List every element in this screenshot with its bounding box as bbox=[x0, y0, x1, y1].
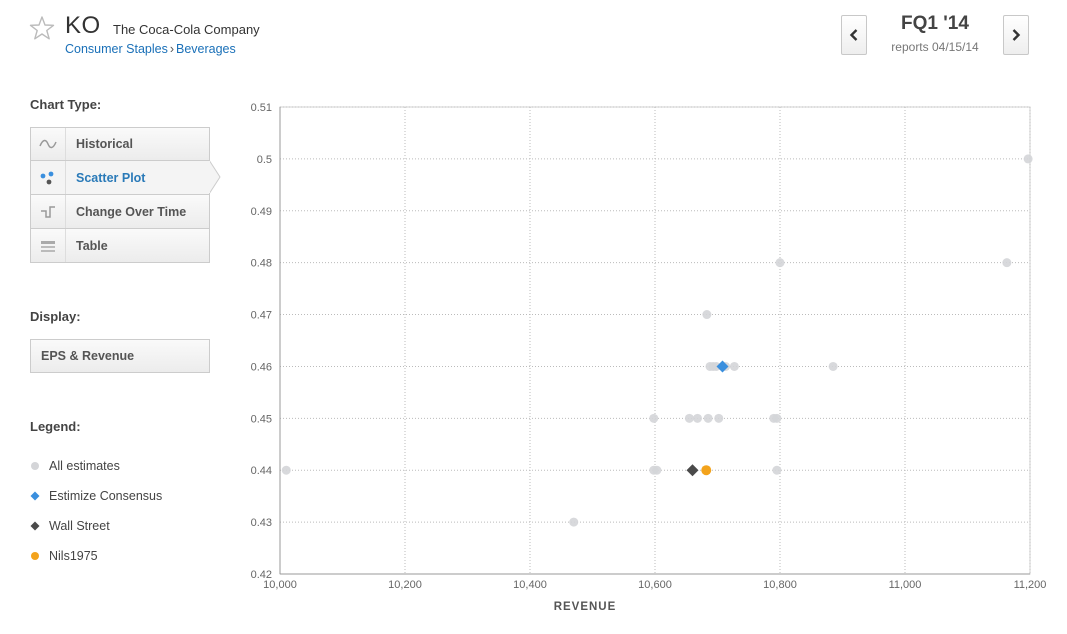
legend-label: Nils1975 bbox=[49, 549, 98, 563]
display-select[interactable]: EPS & Revenue bbox=[30, 339, 210, 373]
circle-icon bbox=[31, 552, 39, 560]
table-icon bbox=[41, 240, 55, 252]
legend-item-all-estimates: All estimates bbox=[30, 459, 120, 473]
wave-icon bbox=[39, 139, 57, 149]
data-point bbox=[702, 310, 712, 320]
diamond-icon bbox=[30, 521, 40, 531]
y-tick-label: 0.5 bbox=[257, 154, 272, 166]
chart-type-label: Change Over Time bbox=[76, 204, 187, 219]
previous-quarter-button[interactable] bbox=[841, 15, 867, 55]
chevron-left-icon bbox=[849, 29, 858, 41]
legend-label: All estimates bbox=[49, 459, 120, 473]
data-point bbox=[729, 361, 739, 371]
circle-icon bbox=[31, 462, 39, 470]
chart-type-historical[interactable]: Historical bbox=[30, 127, 210, 161]
chart-type-heading: Chart Type: bbox=[30, 97, 102, 112]
chart-type-label: Historical bbox=[76, 137, 133, 151]
chart-type-label: Scatter Plot bbox=[76, 170, 146, 185]
data-point bbox=[716, 360, 729, 373]
y-tick-label: 0.51 bbox=[251, 102, 272, 114]
data-point bbox=[769, 413, 779, 423]
data-point bbox=[705, 361, 715, 371]
y-tick-label: 0.42 bbox=[251, 569, 272, 581]
data-point bbox=[775, 258, 785, 268]
data-point bbox=[569, 517, 579, 527]
data-point bbox=[686, 464, 699, 477]
data-point bbox=[1023, 154, 1033, 164]
display-heading: Display: bbox=[30, 309, 81, 324]
y-tick-label: 0.43 bbox=[251, 517, 272, 529]
data-point bbox=[714, 413, 724, 423]
y-tick-label: 0.46 bbox=[251, 361, 272, 373]
x-tick-label: 10,200 bbox=[388, 579, 422, 591]
data-point bbox=[703, 413, 713, 423]
breadcrumb: Consumer Staples › Beverages bbox=[65, 42, 236, 56]
y-tick-label: 0.48 bbox=[251, 258, 272, 270]
chart-type-table[interactable]: Table bbox=[30, 229, 210, 263]
data-point bbox=[1002, 258, 1012, 268]
data-point bbox=[649, 465, 659, 475]
chart-type-change-over-time[interactable]: Change Over Time bbox=[30, 195, 210, 229]
data-point bbox=[828, 361, 838, 371]
chart-type-selector: Historical Scatter Plot Change Over Time… bbox=[30, 127, 221, 263]
data-point bbox=[711, 361, 721, 371]
data-point bbox=[281, 465, 291, 475]
next-quarter-button[interactable] bbox=[1003, 15, 1029, 55]
diamond-icon bbox=[30, 491, 40, 501]
x-tick-label: 10,400 bbox=[513, 579, 547, 591]
plot-area bbox=[279, 106, 1031, 575]
data-point bbox=[721, 361, 731, 371]
y-tick-label: 0.44 bbox=[251, 465, 272, 477]
data-point bbox=[684, 413, 694, 423]
chevron-right-icon bbox=[1012, 29, 1021, 41]
breadcrumb-separator: › bbox=[169, 42, 174, 56]
scatter-icon bbox=[40, 171, 54, 184]
data-point bbox=[649, 413, 659, 423]
x-tick-label: 10,000 bbox=[263, 579, 297, 591]
quarter-title: FQ1 '14 bbox=[901, 13, 969, 34]
legend-label: Estimize Consensus bbox=[49, 489, 163, 503]
x-tick-label: 11,200 bbox=[1014, 579, 1047, 591]
active-pointer bbox=[209, 160, 221, 194]
x-tick-label: 10,600 bbox=[638, 579, 672, 591]
ticker-symbol: KO bbox=[65, 12, 101, 39]
chart-type-label: Table bbox=[76, 238, 108, 253]
chart-type-scatter-plot[interactable]: Scatter Plot bbox=[30, 160, 221, 195]
y-tick-label: 0.47 bbox=[251, 310, 272, 322]
x-tick-label: 10,800 bbox=[763, 579, 797, 591]
x-tick-label: 11,000 bbox=[889, 579, 922, 591]
step-icon bbox=[41, 205, 55, 218]
company-name: The Coca-Cola Company bbox=[113, 22, 260, 37]
y-tick-label: 0.45 bbox=[251, 413, 272, 425]
data-point bbox=[772, 465, 782, 475]
legend-item-wall-street: Wall Street bbox=[30, 519, 110, 533]
data-point bbox=[708, 361, 718, 371]
breadcrumb-sector-link[interactable]: Consumer Staples bbox=[65, 42, 168, 56]
data-point bbox=[652, 465, 662, 475]
x-axis-label: REVENUE bbox=[554, 601, 617, 613]
y-tick-label: 0.49 bbox=[251, 206, 272, 218]
legend-item-nils1975: Nils1975 bbox=[30, 549, 98, 563]
data-point bbox=[693, 413, 702, 423]
legend-label: Wall Street bbox=[49, 519, 110, 533]
data-point bbox=[701, 465, 712, 476]
report-date: reports 04/15/14 bbox=[891, 40, 979, 54]
legend-heading: Legend: bbox=[30, 419, 81, 434]
data-point bbox=[772, 413, 782, 423]
breadcrumb-industry-link[interactable]: Beverages bbox=[176, 42, 236, 56]
legend-item-estimize-consensus: Estimize Consensus bbox=[30, 489, 162, 503]
star-icon[interactable] bbox=[29, 15, 55, 41]
